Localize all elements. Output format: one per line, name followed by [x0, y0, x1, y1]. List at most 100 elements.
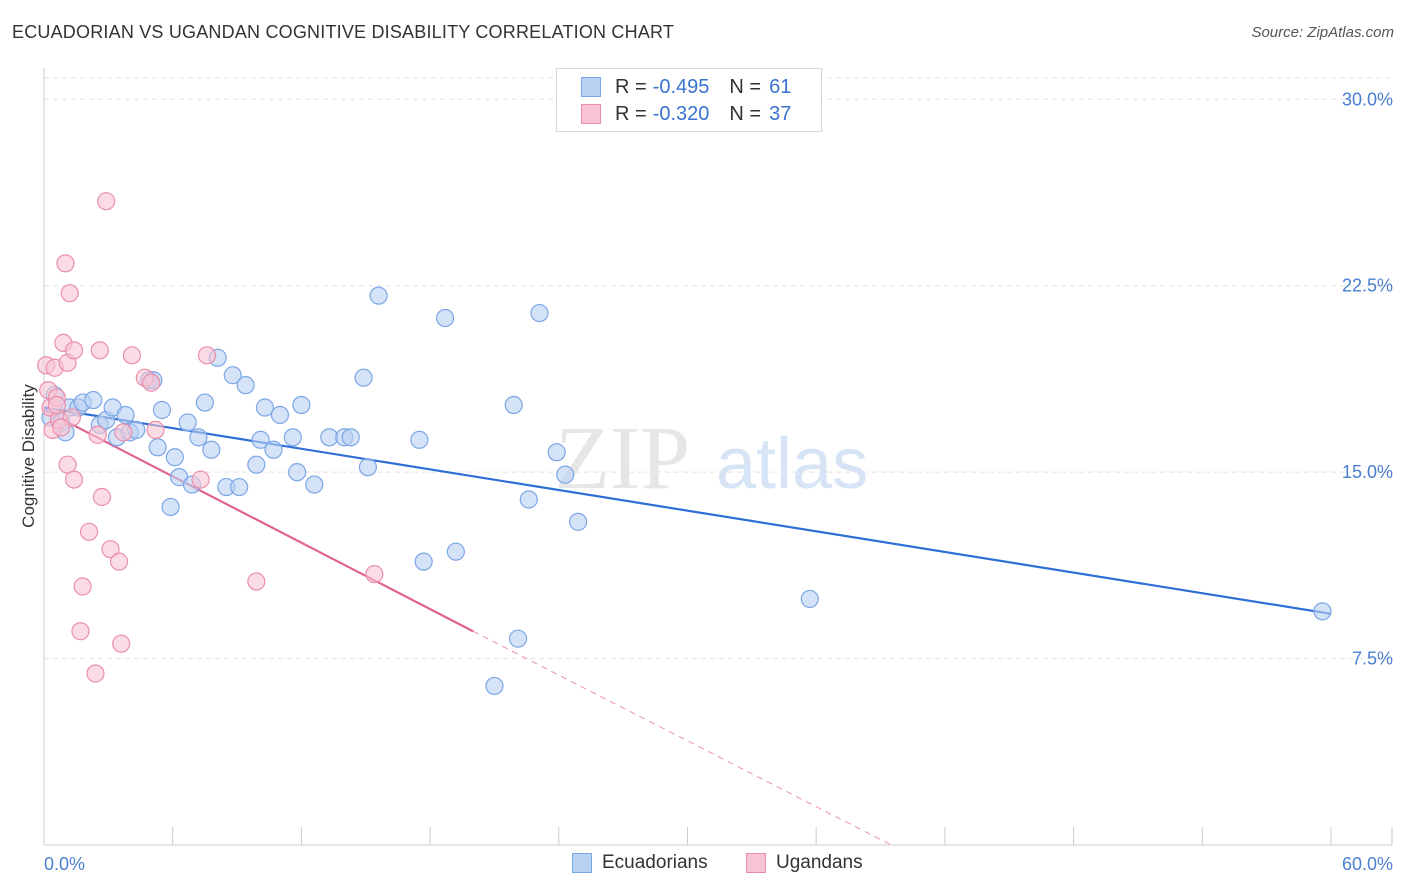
- data-point: [197, 346, 217, 365]
- axes: [43, 68, 1393, 846]
- data-point: [251, 430, 270, 449]
- bottom-legend-label: Ugandans: [776, 852, 863, 873]
- bottom-legend-swatch-pink: [746, 853, 766, 873]
- data-point: [64, 470, 84, 489]
- data-point: [84, 390, 103, 410]
- data-point: [195, 393, 214, 412]
- data-point: [369, 286, 388, 305]
- data-point: [52, 418, 71, 437]
- data-point: [288, 463, 307, 482]
- data-point: [112, 634, 131, 653]
- data-point: [305, 475, 324, 494]
- legend-r-value: -0.320: [652, 102, 710, 125]
- data-point: [247, 455, 266, 474]
- data-point: [283, 428, 302, 447]
- series-ugandans: [37, 192, 384, 683]
- data-point: [236, 376, 255, 395]
- data-point: [436, 308, 455, 328]
- data-point: [230, 477, 249, 497]
- data-point: [1313, 602, 1332, 621]
- data-point: [86, 664, 105, 683]
- data-point: [92, 487, 112, 507]
- legend-n-value: 61: [769, 75, 792, 98]
- data-point: [569, 512, 588, 531]
- data-point: [60, 284, 79, 303]
- data-point: [519, 490, 538, 509]
- data-point: [504, 395, 523, 415]
- data-point: [264, 440, 283, 459]
- legend-row-ugandans: R = -0.320 N = 37: [581, 102, 791, 126]
- source-label: Source: ZipAtlas.com: [1251, 24, 1394, 41]
- x-tick-label: 0.0%: [44, 854, 85, 874]
- data-point: [223, 366, 242, 385]
- data-point: [414, 552, 433, 571]
- data-point: [556, 465, 575, 484]
- legend-swatch-blue: [581, 77, 601, 97]
- data-point: [365, 564, 384, 584]
- data-point: [64, 341, 84, 360]
- legend-swatch-pink: [581, 104, 601, 124]
- data-point: [116, 405, 135, 425]
- data-point: [101, 540, 120, 559]
- data-point: [148, 438, 167, 457]
- data-point: [191, 470, 210, 489]
- legend-r-label: R =: [615, 102, 647, 125]
- data-point: [247, 572, 266, 591]
- data-point: [88, 425, 107, 444]
- y-axis-label: Cognitive Disability: [19, 384, 38, 528]
- legend-r-value: -0.495: [652, 75, 710, 98]
- watermark-atlas: atlas: [716, 424, 868, 504]
- data-point: [142, 373, 161, 392]
- data-point: [114, 423, 133, 442]
- data-point: [165, 448, 184, 467]
- gridlines: [44, 77, 1392, 660]
- data-point: [292, 395, 311, 415]
- data-point: [446, 542, 465, 561]
- legend-row-ecuadorians: R = -0.495 N = 61: [581, 75, 791, 99]
- y-tick-label: 22.5%: [1342, 276, 1393, 296]
- tick-labels: 7.5% 15.0% 22.5% 30.0% 0.0% 60.0%: [44, 89, 1393, 874]
- trend-line-ugandans: [43, 409, 474, 633]
- bottom-legend-ugandans: Ugandans: [746, 852, 863, 874]
- data-point: [341, 428, 360, 447]
- data-point: [71, 622, 90, 641]
- data-points: [37, 192, 1332, 696]
- data-point: [508, 629, 528, 648]
- y-tick-label: 15.0%: [1342, 462, 1393, 482]
- data-point: [122, 346, 142, 365]
- data-point: [358, 458, 377, 477]
- data-point: [485, 676, 504, 696]
- data-point: [410, 430, 429, 449]
- bottom-legend-ecuadorians: Ecuadorians: [572, 852, 708, 874]
- bottom-legend-label: Ecuadorians: [602, 852, 708, 873]
- legend-n-label: N =: [729, 102, 762, 125]
- data-point: [97, 192, 116, 211]
- y-tick-label: 7.5%: [1352, 649, 1393, 669]
- data-point: [547, 443, 566, 462]
- trend-line-ugandans-extension: [472, 630, 892, 846]
- data-point: [178, 413, 197, 432]
- data-point: [146, 420, 165, 439]
- data-point: [73, 577, 92, 596]
- series-ecuadorians: [41, 286, 1332, 696]
- data-point: [800, 589, 819, 609]
- data-point: [79, 522, 99, 541]
- x-tick-label: 60.0%: [1342, 854, 1393, 874]
- chart-title: ECUADORIAN VS UGANDAN COGNITIVE DISABILI…: [12, 22, 675, 42]
- bottom-legend-swatch-blue: [572, 853, 592, 873]
- data-point: [202, 440, 221, 459]
- data-point: [530, 303, 549, 323]
- data-point: [152, 400, 172, 420]
- legend-n-value: 37: [769, 102, 792, 125]
- data-point: [90, 341, 109, 360]
- data-point: [255, 398, 275, 417]
- legend-r-label: R =: [615, 75, 647, 98]
- legend: R = -0.495 N = 61 R = -0.320 N = 37: [556, 68, 822, 132]
- watermark: ZIP atlas: [555, 409, 868, 508]
- data-point: [161, 497, 180, 517]
- legend-n-label: N =: [729, 75, 762, 98]
- data-point: [189, 428, 208, 447]
- data-point: [47, 395, 66, 415]
- data-point: [56, 254, 75, 273]
